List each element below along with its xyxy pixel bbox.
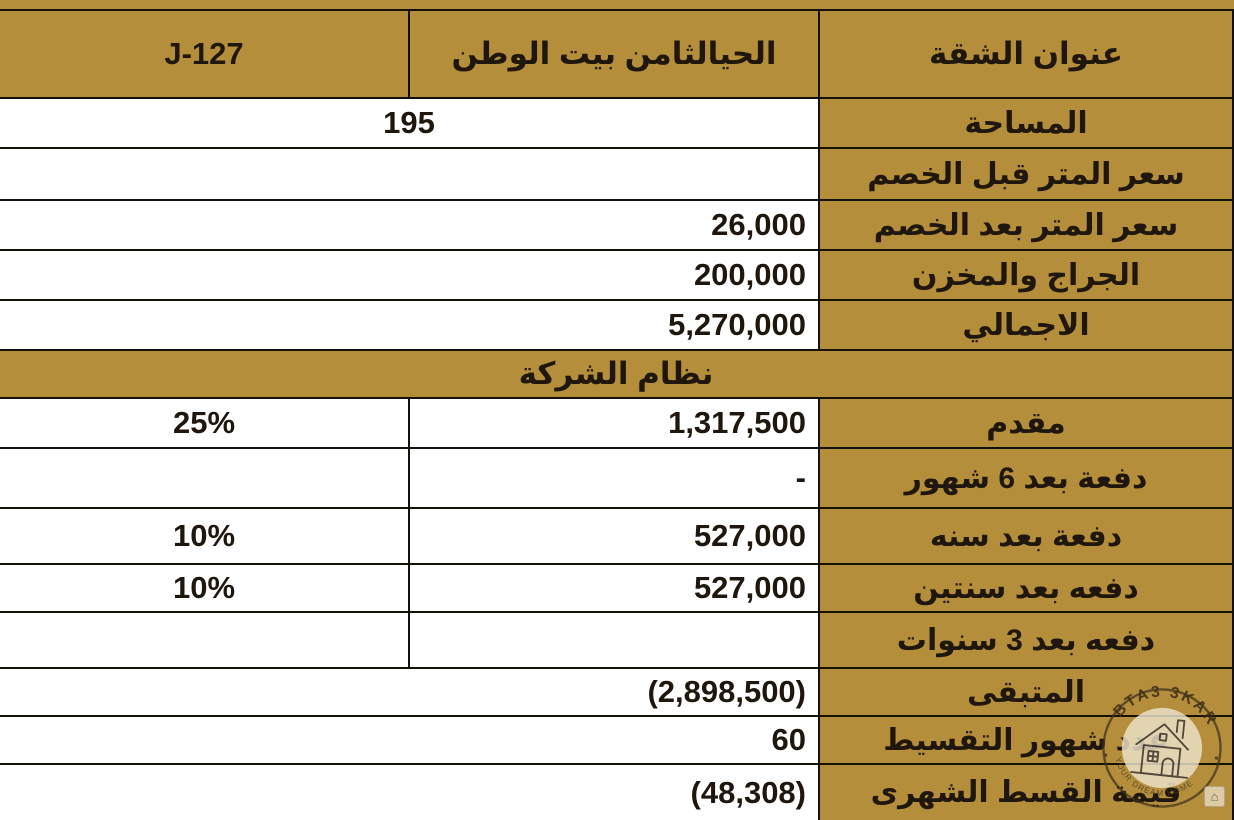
table-row-monthly-installment: قيمة القسط الشهرى (48,308) (0, 763, 1234, 820)
table-row-total: الاجمالي 5,270,000 (0, 299, 1234, 351)
table-row-after-6-months: دفعة بعد 6 شهور - (0, 447, 1234, 509)
row-label-price-after: سعر المتر بعد الخصم (818, 199, 1234, 251)
row-label-remaining: المتبقى (818, 667, 1234, 717)
row-percent-downpayment: 25% (0, 397, 410, 449)
row-value-price-after: 26,000 (0, 199, 820, 251)
section-title: نظام الشركة (0, 349, 1234, 399)
table-row-after-3-years: دفعه بعد 3 سنوات (0, 611, 1234, 669)
row-value-garage: 200,000 (0, 249, 820, 301)
table-row-area: المساحة 195 (0, 97, 1234, 149)
unit-code: J-127 (164, 36, 244, 71)
header-project-name: الحيالثامن بيت الوطن (408, 9, 820, 99)
top-gold-strip (0, 0, 1234, 9)
row-value-remaining: (2,898,500) (0, 667, 820, 717)
row-value-price-before (0, 147, 820, 201)
row-label-after-2-years: دفعه بعد سنتين (818, 563, 1234, 613)
price-table: عنوان الشقة الحيالثامن بيت الوطن J-127 ا… (0, 9, 1234, 820)
section-row: نظام الشركة (0, 349, 1234, 399)
table-row-price-after: سعر المتر بعد الخصم 26,000 (0, 199, 1234, 251)
row-label-total: الاجمالي (818, 299, 1234, 351)
row-label-monthly-installment: قيمة القسط الشهرى (818, 763, 1234, 820)
row-label-garage: الجراج والمخزن (818, 249, 1234, 301)
table-row-price-before: سعر المتر قبل الخصم (0, 147, 1234, 201)
table-row-downpayment: مقدم 1,317,500 25% (0, 397, 1234, 449)
row-percent-after-1-year: 10% (0, 507, 410, 565)
table-row-garage: الجراج والمخزن 200,000 (0, 249, 1234, 301)
row-value-after-2-years: 527,000 (408, 563, 820, 613)
row-value-after-1-year: 527,000 (408, 507, 820, 565)
header-row: عنوان الشقة الحيالثامن بيت الوطن J-127 (0, 9, 1234, 99)
table-row-installment-months: عدد شهور التقسيط 60 (0, 715, 1234, 765)
row-value-total: 5,270,000 (0, 299, 820, 351)
header-unit-code: J-127 (0, 9, 410, 99)
table-row-remaining: المتبقى (2,898,500) (0, 667, 1234, 717)
row-label-after-1-year: دفعة بعد سنه (818, 507, 1234, 565)
row-percent-after-6-months (0, 447, 410, 509)
table-row-after-1-year: دفعة بعد سنه 527,000 10% (0, 507, 1234, 565)
row-label-price-before: سعر المتر قبل الخصم (818, 147, 1234, 201)
row-value-after-6-months: - (408, 447, 820, 509)
row-value-area: 195 (0, 97, 820, 149)
row-value-after-3-years (408, 611, 820, 669)
row-label-installment-months: عدد شهور التقسيط (818, 715, 1234, 765)
row-value-installment-months: 60 (0, 715, 820, 765)
row-percent-after-2-years: 10% (0, 563, 410, 613)
row-value-downpayment: 1,317,500 (408, 397, 820, 449)
row-label-downpayment: مقدم (818, 397, 1234, 449)
row-label-after-3-years: دفعه بعد 3 سنوات (818, 611, 1234, 669)
row-percent-after-3-years (0, 611, 410, 669)
row-label-area: المساحة (818, 97, 1234, 149)
header-apartment-title: عنوان الشقة (818, 9, 1234, 99)
row-value-monthly-installment: (48,308) (0, 763, 820, 820)
row-label-after-6-months: دفعة بعد 6 شهور (818, 447, 1234, 509)
table-row-after-2-years: دفعه بعد سنتين 527,000 10% (0, 563, 1234, 613)
